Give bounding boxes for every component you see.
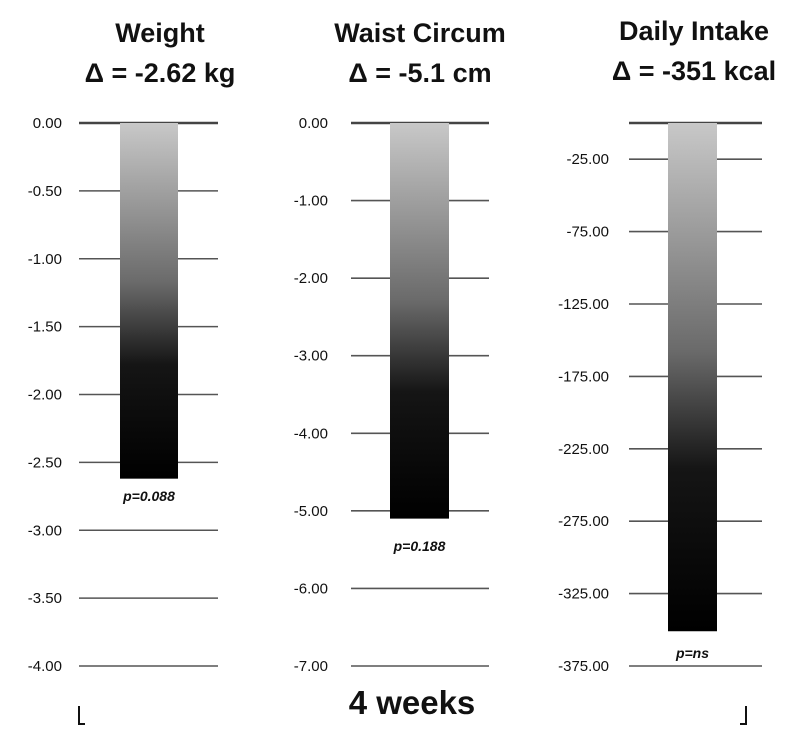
y-tick-label: -375.00 — [558, 658, 609, 675]
y-tick-label: -3.50 — [28, 590, 62, 607]
y-tick-label: -4.00 — [28, 658, 62, 675]
y-tick-label: -275.00 — [558, 513, 609, 530]
y-tick-label: -3.00 — [28, 522, 62, 539]
y-tick-label: -25.00 — [566, 151, 609, 168]
panel-subtitle: Δ = -2.62 kg — [85, 58, 236, 88]
panel-title: Daily Intake — [619, 16, 769, 46]
panel-subtitle: Δ = -5.1 cm — [348, 58, 491, 88]
panel-3: Daily Intake Δ = -351 kcal -25.00 -75.00 -12… — [558, 16, 776, 675]
y-tick-label: -1.00 — [294, 193, 328, 210]
x-axis-label: 4 weeks — [349, 684, 476, 721]
y-tick-label: -2.00 — [28, 387, 62, 404]
bracket-left — [78, 706, 85, 725]
panel-1: Weight Δ = -2.62 kg 0.00 -0.50 -1.00 -1.50 -2.… — [28, 18, 236, 675]
bar — [390, 123, 449, 519]
y-tick-label: -1.00 — [28, 251, 62, 268]
y-tick-label: -7.00 — [294, 658, 328, 675]
bracket-right — [740, 706, 747, 725]
y-tick-label: 0.00 — [299, 115, 328, 132]
panel-subtitle: Δ = -351 kcal — [612, 56, 776, 86]
y-tick-label: -4.00 — [294, 425, 328, 442]
bar — [120, 123, 178, 479]
y-tick-label: -5.00 — [294, 503, 328, 520]
panel-title: Weight — [115, 18, 205, 48]
y-tick-label: -75.00 — [566, 224, 609, 241]
y-tick-label: -2.00 — [294, 270, 328, 287]
p-value-annotation: p=0.188 — [393, 538, 446, 554]
y-tick-label: -6.00 — [294, 580, 328, 597]
y-tick-label: -125.00 — [558, 296, 609, 313]
y-tick-label: -0.50 — [28, 183, 62, 200]
panel-2: Waist Circum Δ = -5.1 cm 0.00 -1.00 -2.00 -3.… — [294, 18, 506, 675]
y-tick-label: -325.00 — [558, 586, 609, 603]
panel-title: Waist Circum — [334, 18, 506, 48]
y-tick-label: 0.00 — [33, 115, 62, 132]
y-tick-label: -175.00 — [558, 368, 609, 385]
p-value-annotation: p=ns — [675, 645, 709, 661]
p-value-annotation: p=0.088 — [122, 488, 175, 504]
y-tick-label: -2.50 — [28, 454, 62, 471]
y-tick-label: -1.50 — [28, 319, 62, 336]
bar — [668, 123, 717, 632]
y-tick-label: -225.00 — [558, 441, 609, 458]
y-tick-label: -3.00 — [294, 348, 328, 365]
